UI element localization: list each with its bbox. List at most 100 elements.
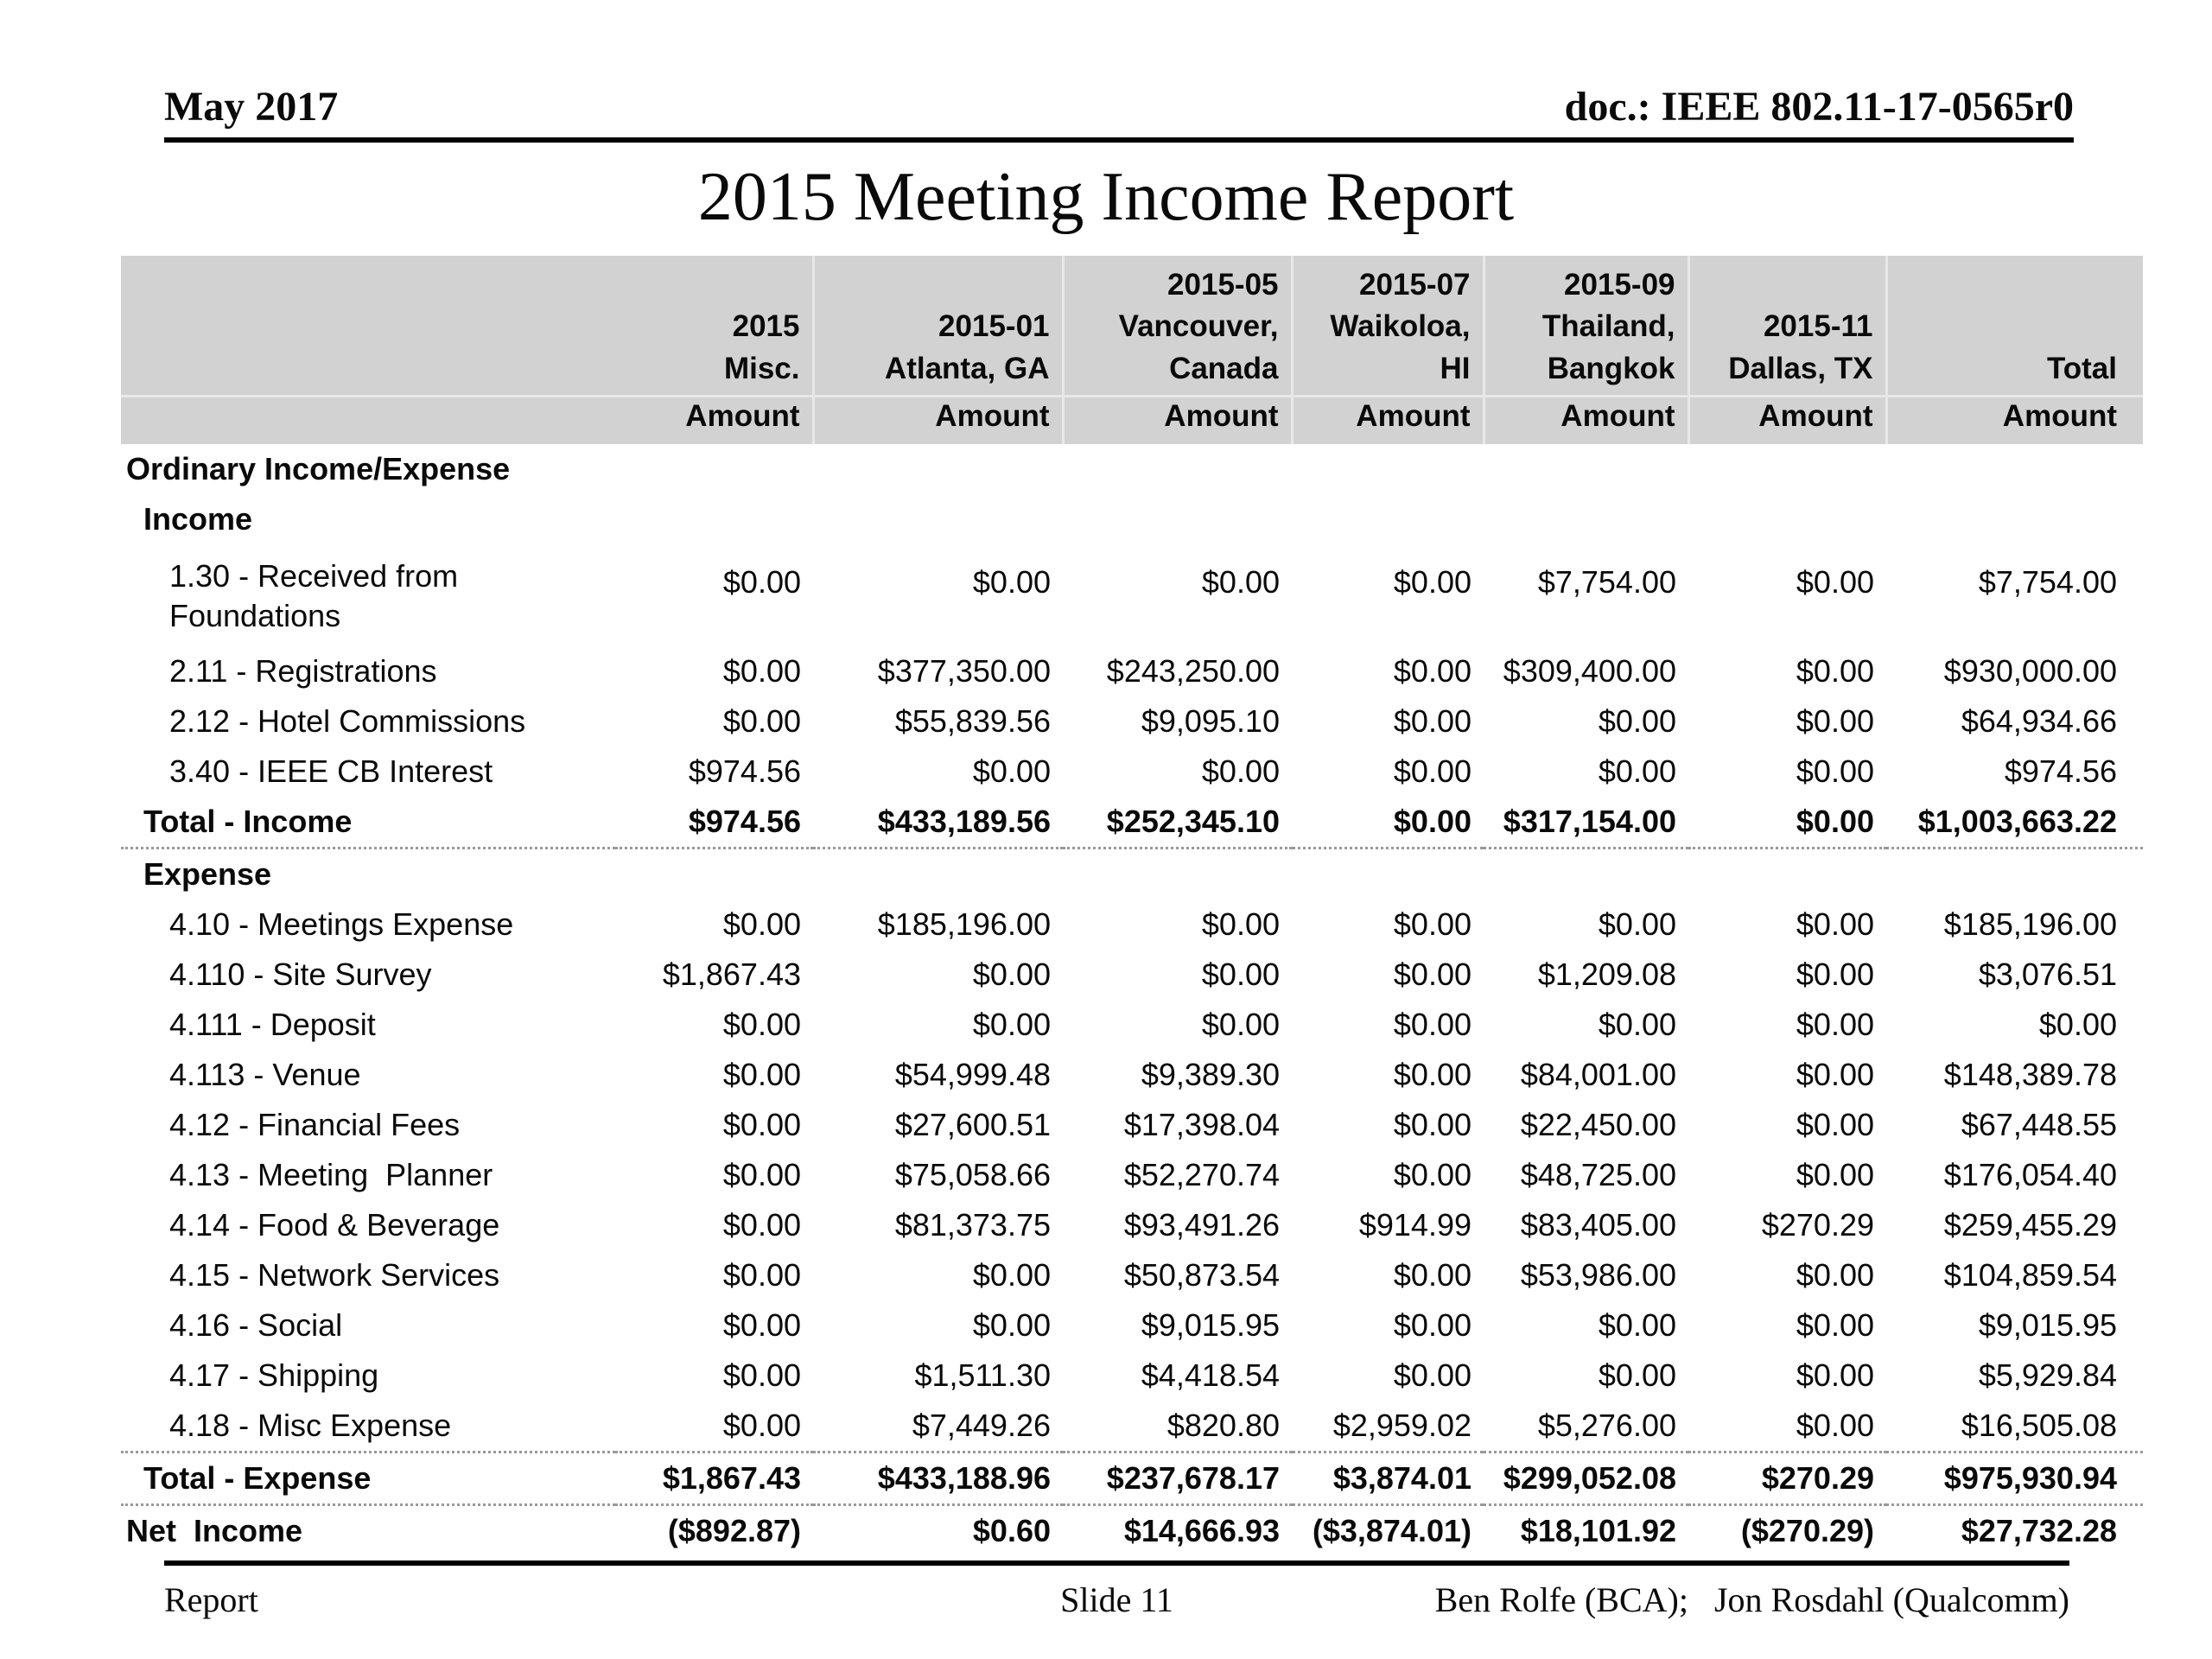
table-row: Income bbox=[121, 494, 2143, 544]
amount-cell: $81,373.75 bbox=[894, 1206, 1051, 1243]
column-header-atlanta: 2015-01 Atlanta, GA bbox=[811, 256, 1063, 397]
amount-cell: $0.00 bbox=[1796, 906, 1874, 942]
amount-cell: $0.00 bbox=[1201, 1006, 1280, 1042]
amount-cell: $0.00 bbox=[972, 1256, 1051, 1293]
slide-header: May 2017 doc.: IEEE 802.11-17-0565r0 bbox=[164, 83, 2074, 143]
column-header-row: 2015 Misc. 2015-01 Atlanta, GA 2015-05 V… bbox=[121, 256, 2143, 397]
amount-cell: $0.00 bbox=[1393, 956, 1471, 992]
amount-cell: $185,196.00 bbox=[1943, 906, 2117, 942]
table-row: Net Income ($892.87) $0.60 $14,666.93 ($3,87… bbox=[121, 1503, 2143, 1556]
amount-cell: $1,867.43 bbox=[662, 956, 801, 992]
amount-cell: $0.00 bbox=[1393, 1256, 1471, 1293]
amount-cell: $0.00 bbox=[1201, 906, 1280, 942]
amount-cell: $4,418.54 bbox=[1141, 1357, 1280, 1393]
amount-cell: $0.00 bbox=[722, 563, 801, 600]
amount-cell: $0.00 bbox=[1393, 1106, 1471, 1142]
table-row: 4.18 - Misc Expense $0.00 $7,449.26 $820.80… bbox=[121, 1401, 2143, 1452]
column-header-total: Total bbox=[1885, 256, 2143, 397]
amount-cell: $0.00 bbox=[1598, 1357, 1676, 1393]
amount-cell: $820.80 bbox=[1166, 1407, 1280, 1443]
table-row: 4.14 - Food & Beverage $0.00 $81,373.75 $93… bbox=[121, 1200, 2143, 1250]
amount-cell: $93,491.26 bbox=[1123, 1206, 1280, 1243]
amount-cell: $176,054.40 bbox=[1943, 1156, 2117, 1192]
table-row: 4.15 - Network Services $0.00 $0.00 $50,873… bbox=[121, 1250, 2143, 1300]
table-row: 4.113 - Venue $0.00 $54,999.48 $9,389.30 $0.… bbox=[121, 1050, 2143, 1100]
amount-cell: $0.00 bbox=[722, 1056, 801, 1092]
row-label: Expense bbox=[143, 855, 272, 892]
amount-cell: $0.00 bbox=[1796, 1156, 1874, 1192]
amount-cell: $0.00 bbox=[722, 1206, 801, 1243]
amount-cell: $2,959.02 bbox=[1332, 1407, 1471, 1443]
amount-cell: $1,867.43 bbox=[615, 1450, 813, 1505]
amount-cell: $1,209.08 bbox=[1537, 956, 1676, 992]
amount-cell: $0.00 bbox=[722, 1306, 801, 1343]
amount-cell: $0.00 bbox=[1796, 1357, 1874, 1393]
amount-cell: $974.56 bbox=[688, 753, 801, 789]
amount-header: Amount bbox=[1061, 394, 1292, 444]
amount-cell: $9,015.95 bbox=[1978, 1306, 2117, 1343]
amount-cell: $270.29 bbox=[1688, 1450, 1886, 1505]
header-doc-number: doc.: IEEE 802.11-17-0565r0 bbox=[1564, 84, 2074, 130]
amount-header: Amount bbox=[1885, 394, 2143, 444]
amount-cell: $148,389.78 bbox=[1943, 1056, 2117, 1092]
amount-cell: $930,000.00 bbox=[1943, 652, 2117, 689]
row-label: Total - Expense bbox=[121, 1450, 615, 1505]
amount-cell: $0.00 bbox=[972, 1306, 1051, 1343]
amount-cell: $0.00 bbox=[1796, 563, 1874, 600]
amount-cell: $54,999.48 bbox=[894, 1056, 1051, 1092]
amount-cell: $14,666.93 bbox=[1063, 1503, 1292, 1556]
column-header-vancouver: 2015-05 Vancouver, Canada bbox=[1061, 256, 1292, 397]
amount-cell: ($3,874.01) bbox=[1292, 1503, 1484, 1556]
slide-footer: Report Slide 11 Ben Rolfe (BCA); Jon Ros… bbox=[164, 1560, 2069, 1621]
amount-cell: $252,345.10 bbox=[1063, 796, 1292, 849]
amount-cell: $914.99 bbox=[1358, 1206, 1471, 1243]
amount-cell: $0.00 bbox=[722, 652, 801, 689]
amount-cell: $0.00 bbox=[1393, 563, 1471, 600]
table-row: 4.13 - Meeting Planner $0.00 $75,058.66 $52… bbox=[121, 1150, 2143, 1200]
amount-cell: $5,929.84 bbox=[1978, 1357, 2117, 1393]
amount-cell: $0.00 bbox=[722, 906, 801, 942]
amount-cell: $0.00 bbox=[1201, 753, 1280, 789]
amount-cell: $84,001.00 bbox=[1520, 1056, 1676, 1092]
empty-cells bbox=[615, 494, 2143, 544]
amount-header: Amount bbox=[1687, 394, 1886, 444]
row-label: 2.11 - Registrations bbox=[169, 652, 437, 689]
table-row: Expense bbox=[121, 848, 2143, 899]
amount-cell: $0.00 bbox=[722, 1357, 801, 1393]
amount-cell: $0.00 bbox=[1688, 796, 1886, 849]
row-label: Net Income bbox=[121, 1503, 615, 1556]
amount-header-row: Amount Amount Amount Amount Amount Amoun… bbox=[121, 394, 2143, 444]
amount-cell: $48,725.00 bbox=[1520, 1156, 1676, 1192]
amount-cell: $0.00 bbox=[1598, 1306, 1676, 1343]
column-header-thailand: 2015-09 Thailand, Bangkok bbox=[1482, 256, 1688, 397]
amount-cell: $0.00 bbox=[1796, 956, 1874, 992]
column-header-misc: 2015 Misc. bbox=[615, 256, 813, 397]
amount-cell: $185,196.00 bbox=[877, 906, 1051, 942]
amount-cell: $377,350.00 bbox=[877, 652, 1051, 689]
amount-cell: $83,405.00 bbox=[1520, 1206, 1676, 1243]
table-row: Total - Income $974.56 $433,189.56 $252,345… bbox=[121, 796, 2143, 849]
amount-cell: $433,189.56 bbox=[813, 796, 1063, 849]
amount-cell: $0.00 bbox=[722, 1106, 801, 1142]
amount-cell: $0.00 bbox=[1393, 1357, 1471, 1393]
amount-cell: $0.00 bbox=[1598, 1006, 1676, 1042]
amount-cell: $16,505.08 bbox=[1961, 1407, 2117, 1443]
row-label: 4.111 - Deposit bbox=[169, 1006, 376, 1042]
amount-header: Amount bbox=[1482, 394, 1688, 444]
table-body: Ordinary Income/Expense Income 1.30 - Rece… bbox=[121, 444, 2143, 1556]
amount-cell: $52,270.74 bbox=[1123, 1156, 1280, 1192]
amount-cell: $0.00 bbox=[722, 702, 801, 739]
amount-cell: $433,188.96 bbox=[813, 1450, 1063, 1505]
amount-cell: $0.00 bbox=[972, 753, 1051, 789]
amount-cell: $0.00 bbox=[1393, 1306, 1471, 1343]
amount-cell: $50,873.54 bbox=[1123, 1256, 1280, 1293]
amount-cell: $0.00 bbox=[1393, 1056, 1471, 1092]
row-label: 4.16 - Social bbox=[169, 1306, 343, 1343]
amount-header: Amount bbox=[615, 394, 813, 444]
amount-cell: $7,754.00 bbox=[1537, 563, 1676, 600]
amount-cell: $27,600.51 bbox=[894, 1106, 1051, 1142]
page-title: 2015 Meeting Income Report bbox=[697, 159, 1515, 235]
row-label: 3.40 - IEEE CB Interest bbox=[169, 753, 493, 789]
amount-cell: $0.00 bbox=[1796, 1056, 1874, 1092]
